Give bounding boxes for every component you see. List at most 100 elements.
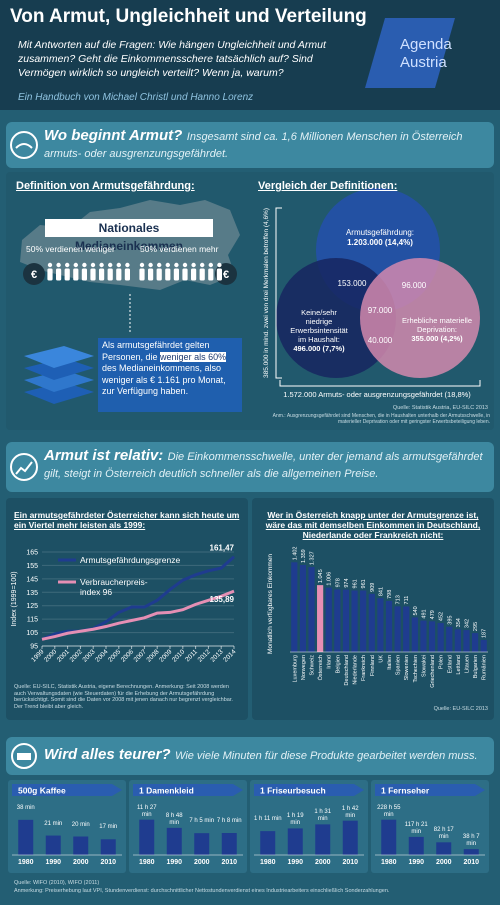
venn-overlap: 40.000 bbox=[367, 336, 393, 345]
x-tick-label: 1980 bbox=[18, 859, 34, 866]
source: Quelle: WIFO (2010), WIFO (2011) bbox=[14, 880, 100, 886]
y-tick-label: 115 bbox=[27, 617, 38, 624]
value-label: 974 bbox=[344, 578, 350, 587]
venn-total: 1.572.000 Armuts- oder ausgrenzungsgefäh… bbox=[283, 390, 471, 399]
person-icon bbox=[199, 268, 205, 281]
title-ribbon bbox=[375, 784, 485, 796]
chart-title: 500g Kaffee bbox=[18, 786, 66, 796]
venn-overlap: 96.000 bbox=[401, 281, 427, 290]
end-label: 161,47 bbox=[210, 544, 235, 553]
value-label: 17 min bbox=[99, 824, 118, 831]
person-icon bbox=[47, 268, 53, 281]
heading: Definition von Armutsgefährdung: bbox=[16, 180, 195, 192]
bar bbox=[437, 623, 444, 652]
section-icon bbox=[15, 143, 33, 149]
section-banner bbox=[6, 122, 494, 168]
section-text: Wie viele Minuten für diese Produkte gea… bbox=[175, 750, 478, 762]
chart-title: 1 Fernseher bbox=[381, 786, 430, 796]
y-axis-label: Monatlich verfügbares Einkommen bbox=[267, 554, 274, 654]
bar bbox=[436, 842, 452, 855]
value-label: 7 h 8 min bbox=[216, 818, 242, 824]
value-label: 1.006 bbox=[327, 572, 333, 586]
y-tick-label: 145 bbox=[26, 576, 38, 583]
section-icon bbox=[15, 461, 33, 475]
bar bbox=[342, 589, 350, 652]
definition-highlight: weniger als 60% bbox=[160, 351, 227, 362]
value-label: 117 h 21 min bbox=[404, 821, 428, 835]
person-icon bbox=[174, 262, 179, 268]
value-label: 20 min bbox=[71, 821, 90, 828]
person-icon bbox=[200, 262, 205, 268]
x-tick-label: Rumänien bbox=[482, 655, 488, 680]
value-label: 961 bbox=[353, 579, 359, 588]
value-label: 540 bbox=[413, 606, 419, 615]
x-tick-label: Bulgarien bbox=[473, 655, 479, 678]
value-label: 841 bbox=[378, 587, 384, 596]
y-tick-label: 95 bbox=[30, 644, 38, 651]
value-label: 491 bbox=[421, 609, 427, 618]
page-title: Von Armut, Ungleichheit und Verteilung bbox=[10, 6, 367, 27]
person-icon bbox=[73, 262, 79, 268]
line-series bbox=[41, 589, 235, 641]
person-icon bbox=[99, 268, 105, 281]
bar bbox=[377, 598, 384, 652]
chart-title: Ein armutsgefährdeter Österreicher kann … bbox=[14, 510, 240, 531]
bar bbox=[260, 831, 276, 855]
definition-box: Als armutsgefährdet gelten Personen, die… bbox=[98, 338, 242, 412]
x-tick-label: 1980 bbox=[381, 859, 397, 866]
value-label: 82 h 17 min bbox=[433, 827, 454, 841]
person-icon bbox=[56, 268, 62, 281]
section-icon bbox=[11, 743, 37, 769]
x-tick-label: Luxemburg bbox=[292, 655, 298, 683]
section-text: Die Einkommensschwelle, unter der jemand… bbox=[44, 451, 483, 480]
y-tick-label: 105 bbox=[26, 630, 38, 637]
person-icon bbox=[156, 268, 162, 281]
bar bbox=[351, 590, 358, 652]
x-tick-label: Niederlande bbox=[353, 655, 359, 685]
value-label: 11 h 27 min bbox=[136, 804, 157, 818]
subtitle: Mit Antworten auf die Fragen: Wie hängen… bbox=[18, 39, 326, 79]
value-label: 8 h 48 min bbox=[165, 812, 183, 826]
bar bbox=[408, 836, 424, 855]
x-tick-label: Slowenien bbox=[404, 655, 410, 680]
logo-text: Austria bbox=[400, 54, 447, 71]
bar bbox=[139, 819, 155, 855]
section-icon bbox=[17, 753, 31, 760]
person-icon bbox=[208, 268, 214, 281]
person-icon bbox=[182, 262, 188, 268]
x-tick-label: 1990 bbox=[408, 859, 424, 866]
bar bbox=[428, 621, 436, 652]
value-label: 1.359 bbox=[301, 549, 307, 563]
logo-text: Agenda bbox=[400, 36, 452, 53]
x-tick-label: 1990 bbox=[287, 859, 303, 866]
venn-circle-label: Keine/sehr niedrige Erwerbsintensität im… bbox=[290, 308, 348, 344]
x-tick-label: Spanien bbox=[396, 655, 402, 675]
bar bbox=[194, 833, 210, 855]
person-icon bbox=[148, 268, 154, 281]
chart-panel bbox=[250, 780, 368, 873]
x-tick-label: 2000 bbox=[315, 859, 331, 866]
person-icon bbox=[116, 268, 122, 281]
source: Quelle: EU-SILC, Statistik Austria, eige… bbox=[14, 684, 233, 710]
bar bbox=[308, 567, 315, 652]
person-icon bbox=[108, 262, 113, 268]
value-label: 1 h 11 min bbox=[253, 816, 282, 823]
person-icon bbox=[81, 268, 87, 281]
bag-symbol: € bbox=[223, 269, 229, 281]
money-bag bbox=[23, 263, 45, 285]
x-tick-label: Norwegen bbox=[301, 655, 307, 680]
person-icon bbox=[82, 262, 87, 268]
bar bbox=[45, 835, 61, 855]
bracket bbox=[279, 380, 481, 387]
value-label: 295 bbox=[473, 622, 479, 631]
person-icon bbox=[217, 262, 222, 268]
title-ribbon bbox=[254, 784, 364, 796]
section-title: Wird alles teurer? bbox=[44, 746, 171, 763]
person-icon bbox=[173, 268, 179, 281]
chart-title: 1 Friseurbesuch bbox=[260, 786, 326, 796]
x-tick-label: 2010 bbox=[221, 859, 237, 866]
section-icon bbox=[10, 131, 38, 159]
x-tick-label: Irland bbox=[327, 655, 333, 669]
bar bbox=[480, 640, 487, 652]
